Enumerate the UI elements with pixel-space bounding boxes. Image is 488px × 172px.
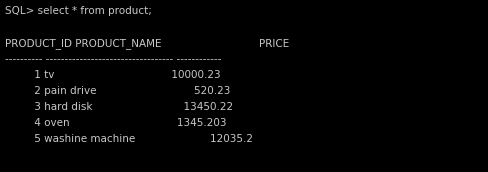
- Text: SQL> select * from product;: SQL> select * from product;: [5, 6, 152, 16]
- Text: 5 washine machine                       12035.2: 5 washine machine 12035.2: [5, 134, 252, 144]
- Text: ---------- ---------------------------------- ------------: ---------- -----------------------------…: [5, 54, 221, 64]
- Text: 3 hard disk                            13450.22: 3 hard disk 13450.22: [5, 102, 233, 112]
- Text: 2 pain drive                              520.23: 2 pain drive 520.23: [5, 86, 230, 96]
- Text: 1 tv                                    10000.23: 1 tv 10000.23: [5, 70, 220, 80]
- Text: PRODUCT_ID PRODUCT_NAME                              PRICE: PRODUCT_ID PRODUCT_NAME PRICE: [5, 38, 289, 49]
- Text: 4 oven                                 1345.203: 4 oven 1345.203: [5, 118, 226, 128]
